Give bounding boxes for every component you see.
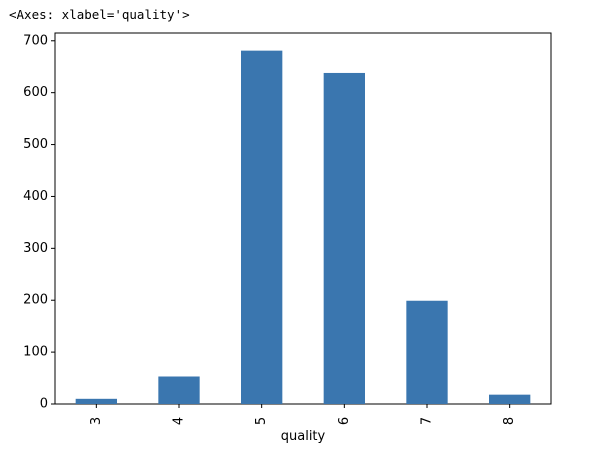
- y-tick-label-400: 400: [23, 189, 48, 204]
- bar-7: [406, 300, 448, 404]
- x-axis-label: quality: [281, 429, 326, 444]
- x-axis: 3 4 5 6 7 8: [89, 404, 517, 425]
- y-axis: 0 100 200 300 400 500 600 700: [23, 33, 55, 412]
- bar-5: [241, 50, 283, 404]
- y-tick-label-200: 200: [23, 293, 48, 308]
- bar-6: [323, 72, 365, 404]
- y-tick-label-300: 300: [23, 241, 48, 256]
- y-tick-label-0: 0: [40, 397, 48, 412]
- bars-group: [75, 50, 531, 404]
- plot-area-frame: [54, 32, 552, 405]
- y-tick-label-700: 700: [23, 33, 48, 48]
- x-tick-label-5: 5: [254, 417, 269, 425]
- x-tick-label-7: 7: [420, 417, 435, 425]
- x-tick-label-3: 3: [89, 417, 104, 425]
- bar-8: [489, 394, 531, 404]
- x-tick-label-4: 4: [172, 417, 187, 425]
- y-tick-label-100: 100: [23, 345, 48, 360]
- y-tick-label-600: 600: [23, 85, 48, 100]
- bar-3: [75, 398, 117, 404]
- x-tick-label-6: 6: [337, 417, 352, 425]
- axes-repr-text: <Axes: xlabel='quality'>: [9, 7, 190, 22]
- x-tick-label-8: 8: [502, 417, 517, 425]
- bar-4: [158, 376, 200, 404]
- y-tick-label-500: 500: [23, 137, 48, 152]
